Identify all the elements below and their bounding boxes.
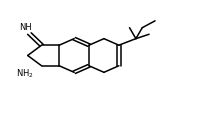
Text: NH: NH: [19, 23, 32, 32]
Text: NH$_2$: NH$_2$: [16, 68, 34, 80]
